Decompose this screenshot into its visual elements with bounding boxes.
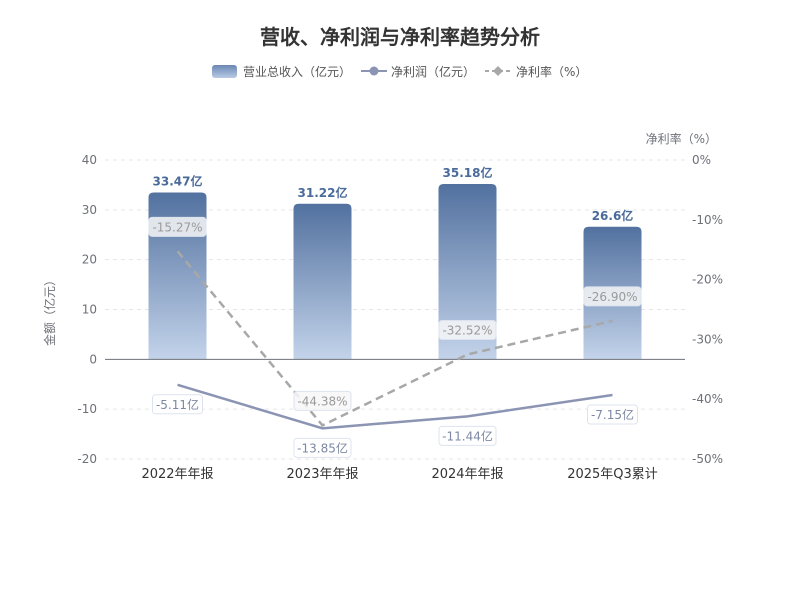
revenue-value-label: 33.47亿 [153, 174, 203, 189]
net-margin-value-label-bg [148, 216, 207, 237]
right-tick-label: -30% [692, 332, 723, 346]
revenue-value-label: 31.22亿 [298, 185, 348, 200]
legend-label-revenue: 营业总收入（亿元） [243, 64, 351, 79]
legend-label-net-margin: 净利率（%） [516, 64, 587, 79]
net-profit-value-label-bg [293, 437, 352, 458]
net-profit-value-label-bg [152, 394, 203, 415]
revenue-value-label: 26.6亿 [592, 208, 634, 223]
right-tick-label: -20% [692, 273, 723, 287]
net-margin-value-label: -26.90% [587, 290, 637, 304]
left-tick-label: -20 [77, 452, 97, 466]
line-series [176, 250, 613, 430]
left-tick-label: -10 [77, 402, 97, 416]
legend: 营业总收入（亿元） 净利润（亿元） 净利率（%） [212, 64, 587, 79]
net-profit-value-label: -5.11亿 [156, 397, 199, 412]
legend-marker-net-margin [493, 66, 503, 76]
category-label: 2024年年报 [431, 467, 503, 482]
net-margin-value-label-bg [583, 286, 642, 307]
left-tick-label: 10 [82, 303, 97, 317]
net-profit-line [177, 383, 613, 430]
left-tick-label: 20 [82, 253, 97, 267]
right-tick-label: 0% [692, 153, 711, 167]
right-axis: 0% -10% -20% -30% -40% -50% [692, 153, 723, 466]
net-margin-line [176, 250, 613, 427]
right-tick-label: -40% [692, 392, 723, 406]
net-margin-value-label: -32.52% [442, 323, 492, 337]
net-margin-value-label: -44.38% [297, 394, 347, 408]
net-profit-value-label: -13.85亿 [297, 440, 348, 455]
net-margin-value-label-bg [438, 319, 497, 340]
net-margin-value-label: -15.27% [152, 220, 202, 234]
net-profit-value-label-bg [587, 404, 638, 425]
net-profit-value-label-bg [438, 425, 497, 446]
revenue-value-label: 35.18亿 [443, 165, 493, 180]
legend-item-revenue[interactable]: 营业总收入（亿元） [212, 64, 351, 79]
revenue-bar [438, 184, 497, 360]
category-label: 2025年Q3累计 [567, 467, 658, 482]
right-tick-label: -10% [692, 213, 723, 227]
legend-swatch-revenue [212, 65, 237, 78]
left-tick-label: 0 [89, 352, 97, 366]
left-tick-label: 40 [82, 153, 97, 167]
category-label: 2022年年报 [141, 467, 213, 482]
data-labels: 33.47亿 31.22亿 35.18亿 26.6亿 -5.11亿 -13.85亿 -11.… [148, 165, 642, 458]
revenue-bar [293, 203, 352, 360]
chart-title: 营收、净利润与净利率趋势分析 [260, 25, 540, 49]
left-tick-label: 30 [82, 203, 97, 217]
legend-label-net-profit: 净利润（亿元） [391, 64, 475, 79]
net-profit-value-label: -7.15亿 [591, 407, 634, 422]
left-axis: 40 30 20 10 0 -10 -20 [77, 153, 97, 466]
net-margin-value-label-bg [293, 390, 352, 411]
category-label: 2023年年报 [286, 467, 358, 482]
x-axis-categories: 2022年年报 2023年年报 2024年年报 2025年Q3累计 [141, 467, 657, 482]
right-tick-label: -50% [692, 452, 723, 466]
net-profit-value-label: -11.44亿 [442, 428, 493, 443]
legend-marker-net-profit [369, 66, 379, 76]
left-axis-name: 金额（亿元） [42, 274, 57, 346]
legend-item-net-margin[interactable]: 净利率（%） [485, 64, 587, 79]
legend-item-net-profit[interactable]: 净利润（亿元） [361, 64, 475, 79]
right-axis-name: 净利率（%） [646, 131, 717, 146]
